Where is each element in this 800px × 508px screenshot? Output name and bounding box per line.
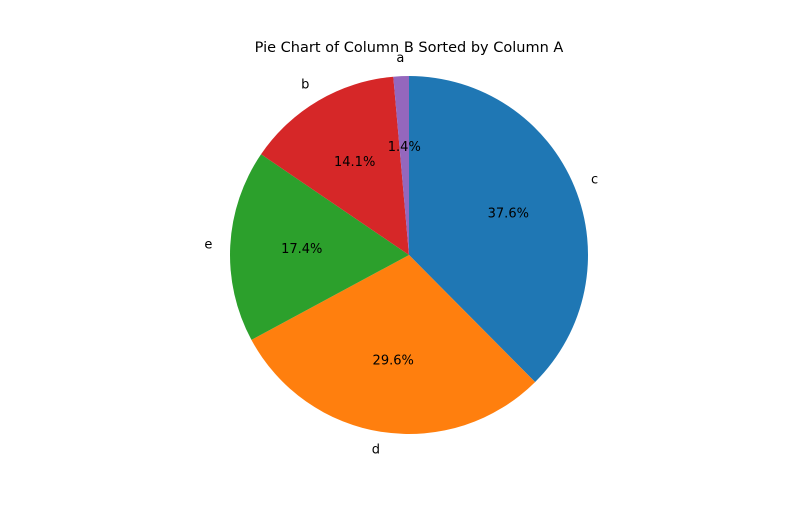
pie-labels: c 37.6% d 29.6% e 17.4% b 14.1% a 1.4% [204,51,598,457]
pie-slice-d [251,255,536,434]
pie-slice-c [409,76,588,383]
chart-title: Pie Chart of Column B Sorted by Column A [255,40,564,56]
pie-slices [229,76,588,434]
slice-percent-b: 14.1% [334,155,375,170]
pie-slice-a [393,76,409,255]
slice-percent-c: 37.6% [488,207,529,222]
slice-label-d: d [372,442,380,457]
pie-slice-e [229,154,409,340]
slice-percent-d: 29.6% [373,354,414,369]
slice-label-a: a [396,51,404,66]
slice-percent-e: 17.4% [281,242,322,257]
slice-label-b: b [301,78,309,93]
slice-percent-a: 1.4% [388,140,421,155]
slice-label-c: c [591,173,598,188]
pie-slice-b [261,76,409,255]
slice-label-e: e [204,237,212,252]
